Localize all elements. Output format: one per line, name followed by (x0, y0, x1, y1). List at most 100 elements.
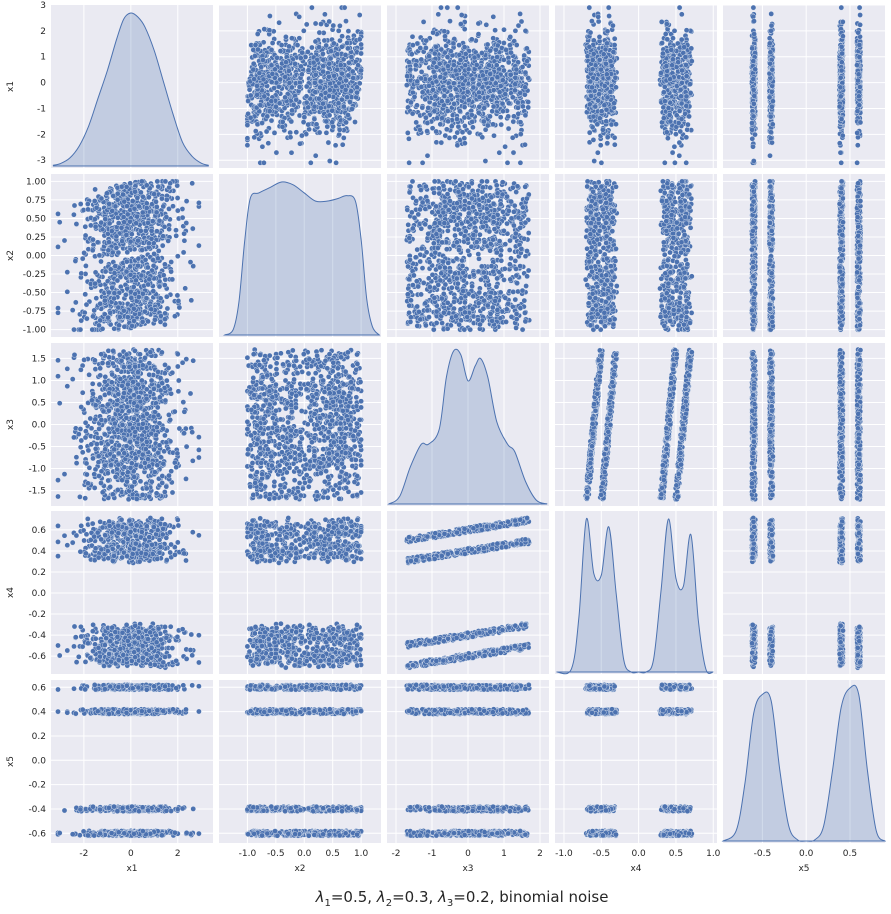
scatter-point (433, 128, 439, 135)
scatter-point (303, 21, 310, 28)
scatter-point (600, 127, 606, 133)
scatter-point (675, 59, 681, 65)
scatter-point (267, 13, 273, 19)
scatter-point (598, 66, 604, 73)
scatter-point (124, 285, 130, 292)
scatter-point (164, 305, 171, 312)
scatter-point (666, 112, 673, 118)
scatter-point (246, 86, 253, 93)
scatter-point (303, 83, 310, 90)
scatter-point (181, 237, 188, 244)
scatter-point (298, 63, 304, 70)
scatter-point (595, 97, 601, 104)
scatter-point (662, 160, 668, 166)
scatter-point (613, 84, 619, 91)
scatter-point (422, 96, 428, 103)
scatter-point (610, 22, 616, 29)
scatter-point (594, 121, 601, 128)
scatter-point (837, 74, 844, 81)
scatter-point (417, 45, 424, 51)
scatter-point (683, 93, 690, 100)
scatter-point (336, 127, 343, 133)
scatter-point (678, 36, 685, 43)
scatter-point (301, 114, 308, 120)
scatter-point (751, 31, 757, 37)
scatter-point (522, 84, 528, 91)
scatter-point (445, 63, 451, 69)
scatter-point (409, 51, 415, 57)
scatter-point (658, 19, 665, 25)
scatter-point (322, 11, 328, 18)
scatter-point (510, 118, 517, 125)
scatter-point (435, 11, 442, 18)
scatter-point (596, 57, 603, 63)
scatter-point (475, 20, 482, 27)
scatter-point (659, 40, 665, 46)
scatter-point (405, 130, 411, 136)
scatter-point (339, 44, 345, 50)
scatter-point (311, 116, 318, 122)
scatter-point (670, 56, 676, 63)
scatter-point (312, 38, 319, 45)
scatter-point (461, 44, 468, 50)
scatter-point (432, 101, 438, 108)
scatter-point (481, 105, 487, 111)
scatter-point (265, 140, 272, 146)
scatter-point (750, 87, 757, 93)
scatter-point (522, 28, 529, 34)
scatter-point (611, 134, 618, 141)
scatter-point (77, 201, 84, 207)
scatter-point (510, 149, 517, 156)
scatter-point (276, 100, 283, 107)
scatter-point (429, 125, 436, 131)
panel-x1-vs-x5 (723, 4, 885, 168)
scatter-point (517, 11, 523, 17)
scatter-point (483, 22, 490, 28)
panel-x2-vs-x1 (51, 174, 213, 337)
scatter-point (518, 131, 524, 137)
scatter-point (513, 42, 520, 48)
scatter-point (430, 87, 436, 93)
scatter-point (326, 60, 333, 67)
scatter-point (459, 129, 466, 135)
scatter-point (675, 120, 682, 126)
scatter-point (244, 135, 251, 141)
scatter-point (598, 160, 605, 166)
scatter-point (661, 115, 667, 121)
scatter-point (341, 135, 347, 141)
scatter-point (266, 108, 273, 114)
scatter-point (768, 129, 774, 135)
scatter-point (337, 23, 343, 29)
scatter-point (751, 101, 757, 107)
scatter-point (601, 83, 608, 89)
scatter-point (345, 45, 351, 52)
scatter-point (269, 71, 276, 77)
scatter-point (437, 121, 444, 128)
scatter-point (345, 72, 352, 79)
scatter-point (770, 98, 776, 104)
scatter-point (462, 51, 469, 57)
scatter-point (245, 98, 251, 104)
scatter-point (326, 93, 332, 99)
scatter-point (283, 34, 289, 40)
scatter-point (590, 137, 597, 143)
scatter-point (664, 129, 670, 135)
scatter-point (339, 141, 346, 148)
scatter-point (454, 116, 460, 122)
scatter-point (341, 103, 347, 110)
scatter-point (324, 123, 331, 130)
scatter-point (250, 60, 257, 67)
scatter-point (438, 46, 445, 53)
scatter-point (501, 67, 507, 74)
scatter-point (418, 56, 425, 63)
scatter-point (250, 47, 257, 53)
scatter-point (273, 79, 280, 86)
pairplot-panels: -3-2-10123x1-1.00-0.75-0.50-0.250.000.25… (6, 1, 887, 874)
scatter-point (515, 59, 521, 66)
scatter-point (857, 119, 864, 126)
scatter-point (320, 51, 326, 57)
scatter-point (452, 67, 459, 74)
scatter-point (522, 112, 529, 119)
scatter-point (413, 119, 419, 126)
scatter-point (604, 94, 611, 101)
